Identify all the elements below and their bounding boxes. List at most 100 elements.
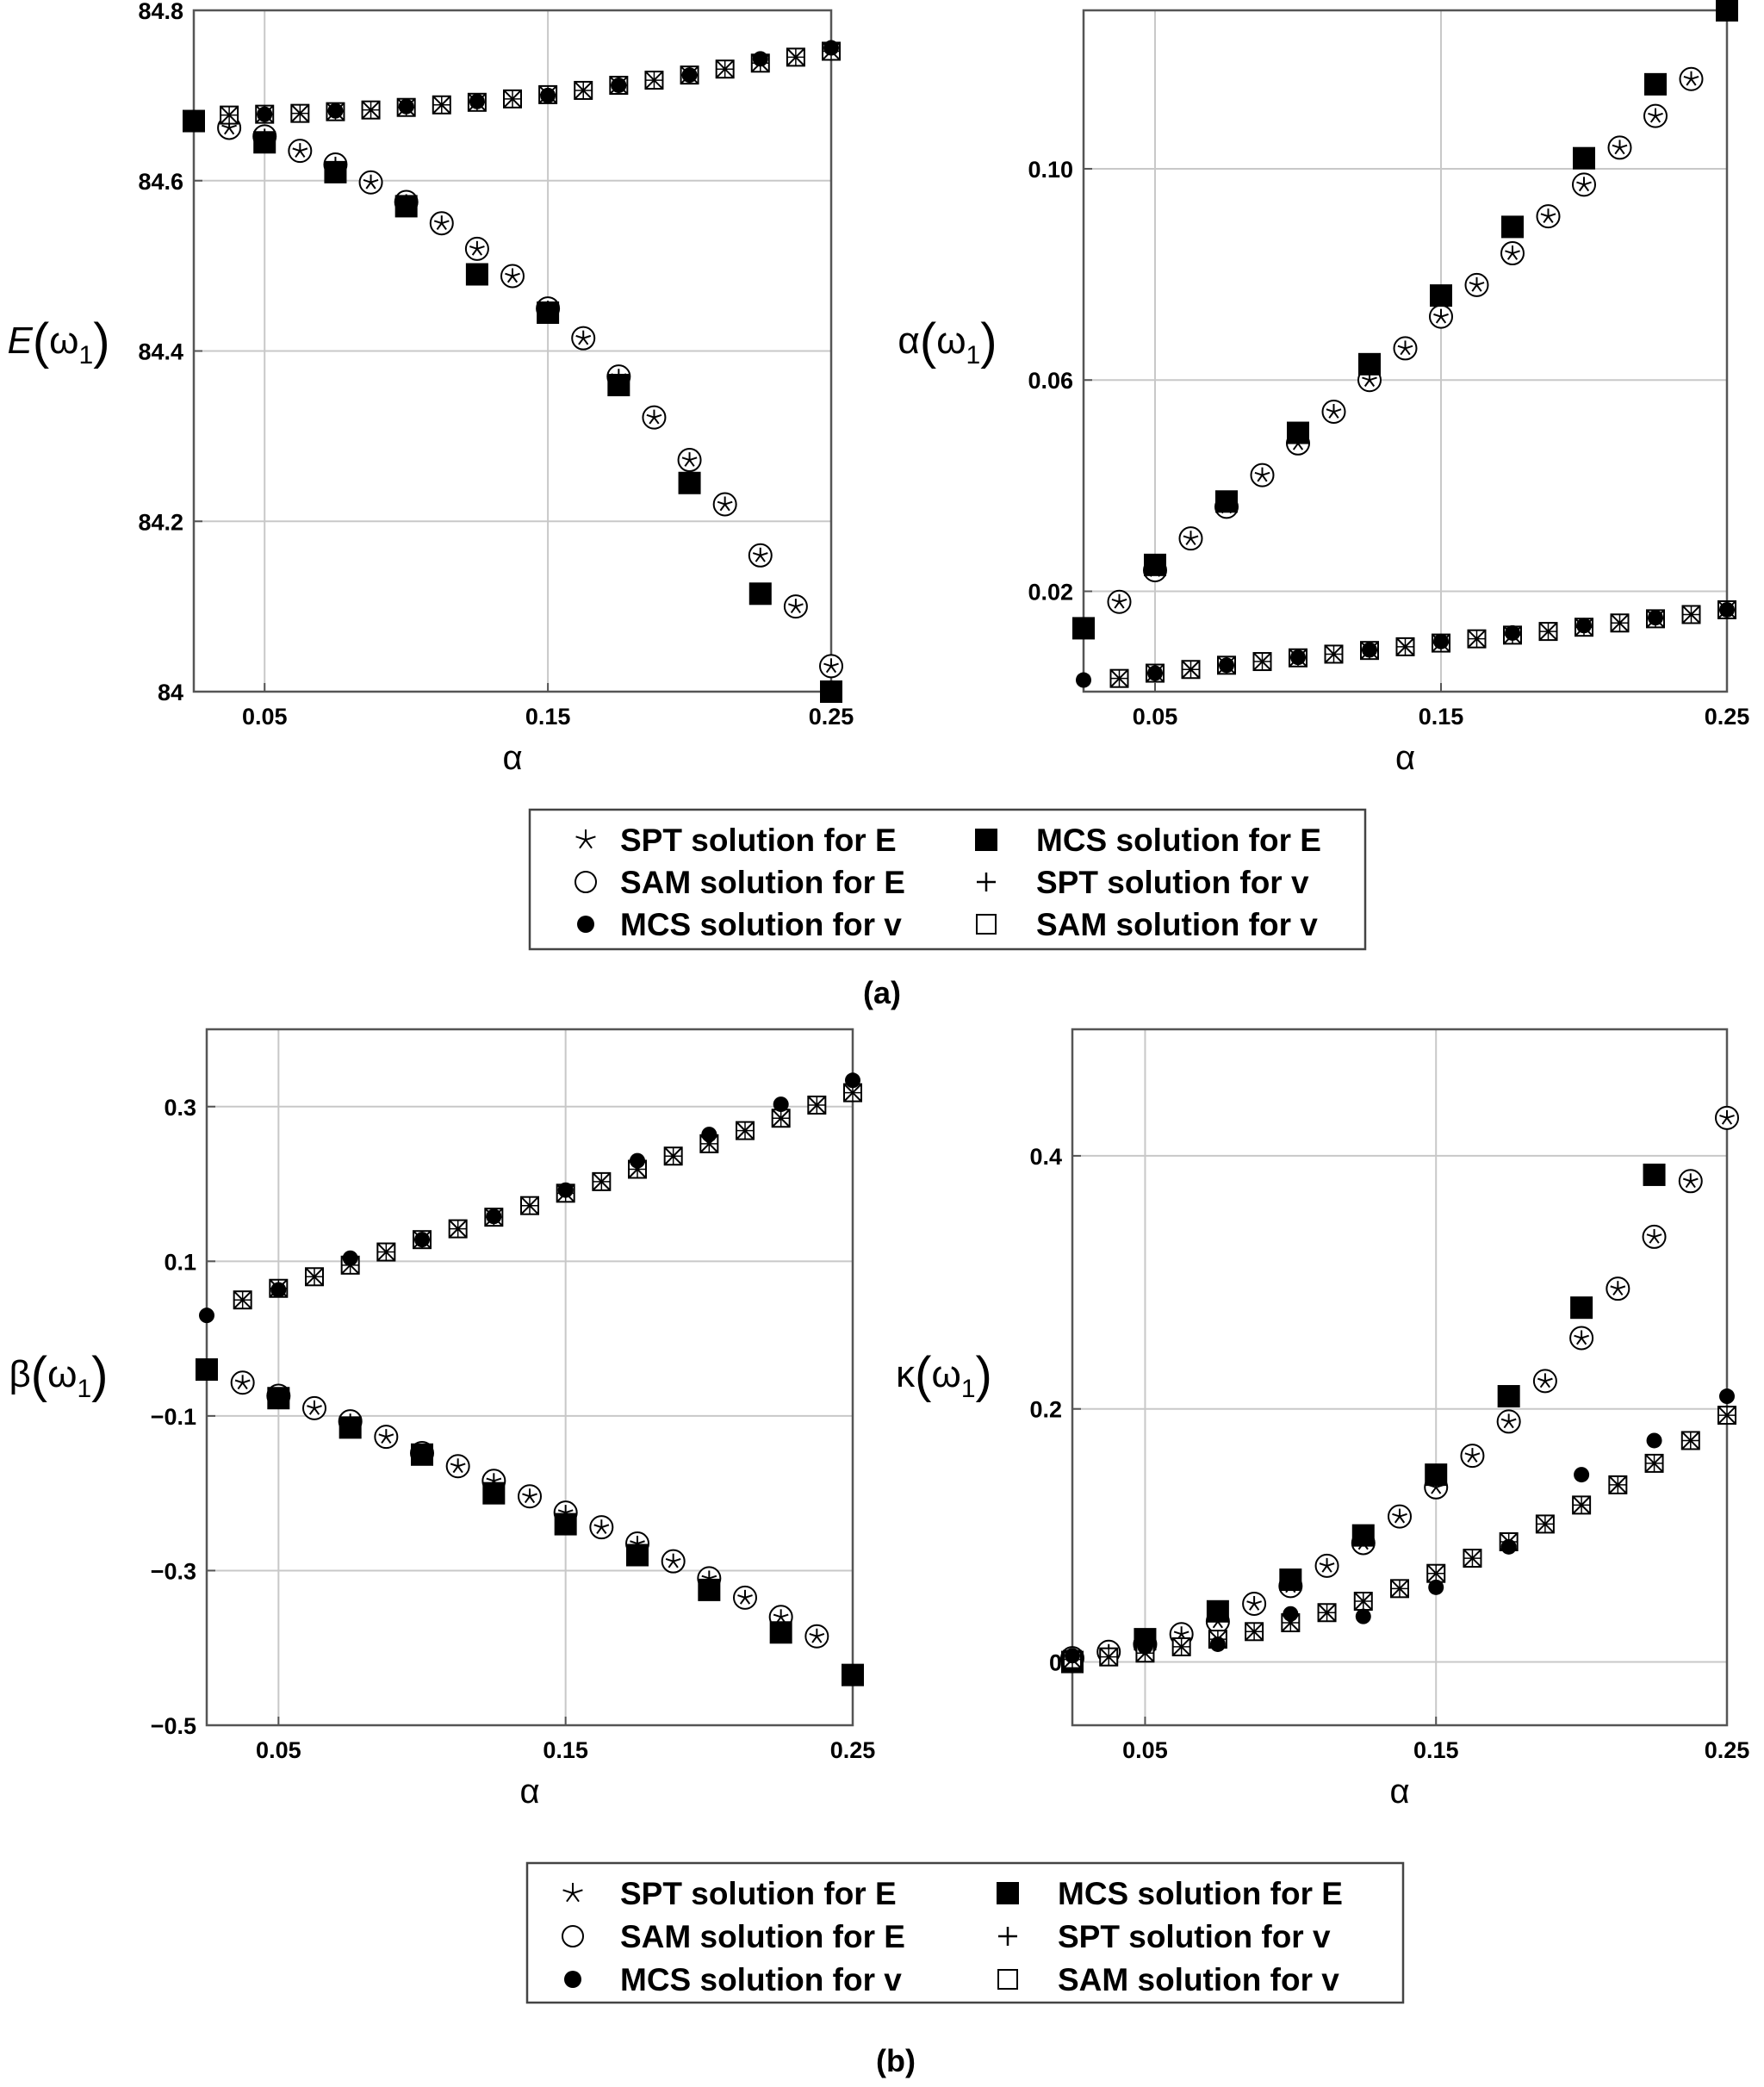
data-point [678,471,701,494]
data-point [358,170,383,195]
legend-entry-label: MCS solution for E [1036,823,1321,858]
y-tick-label: −0.3 [151,1558,196,1584]
data-point [1388,1504,1412,1529]
data-point [804,1624,829,1649]
data-point [520,1196,539,1215]
data-point [233,1290,252,1310]
data-point [540,87,556,103]
y-tick-label: 0.3 [164,1095,196,1121]
data-point [469,93,485,109]
x-tick-label: 0.25 [1705,704,1750,730]
data-point [1215,490,1238,513]
data-point [1642,1224,1667,1249]
data-point [1535,1514,1555,1534]
data-point [1717,1406,1736,1425]
data-point [342,1250,358,1266]
data-point [1648,610,1663,626]
data-point [1144,553,1166,576]
y-axis-label: α(ω1) [898,314,997,370]
data-point [1219,657,1234,674]
data-point [448,1219,468,1239]
data-point [1314,1553,1339,1578]
legend-box [525,1861,1405,2004]
legend-marker-open-circle [562,1925,584,1947]
series-star-circle [217,115,843,679]
plot-frame [1071,1028,1729,1727]
data-point [1501,215,1524,239]
data-point [1250,463,1275,488]
series-filled-square [183,109,842,703]
data-point [1607,135,1632,160]
data-point [783,594,808,619]
data-point [1433,633,1449,649]
data-point [1321,400,1346,425]
x-tick-label: 0.15 [525,704,571,730]
data-point [199,1307,214,1324]
data-point [1430,284,1452,307]
y-tick-label: 0.1 [164,1249,196,1275]
data-point [701,1127,717,1143]
data-point [1497,1385,1520,1408]
data-point [1317,1603,1337,1623]
legend-entry-label: SAM solution for E [620,865,905,900]
data-point [1576,618,1592,634]
data-point [1463,1549,1482,1568]
data-point [1679,66,1704,91]
data-point [1426,1563,1446,1583]
data-point [500,264,525,289]
data-point [1464,272,1489,297]
panel-label-a: (a) [863,975,901,1010]
y-tick-label: 0.10 [1028,157,1073,183]
legend-b: SPT solution for E MCS solution for E SAM … [525,1861,1405,2004]
data-point [230,1370,255,1395]
x-tick-label: 0.05 [242,704,288,730]
x-tick-label: 0.15 [1413,1737,1459,1763]
data-point [1287,421,1309,444]
data-point [394,195,418,218]
data-point [290,103,310,123]
data-point [1644,72,1667,96]
data-point [1390,1579,1409,1599]
data-point [571,326,596,351]
series-filled-square [1072,0,1738,640]
data-point [1606,1276,1630,1301]
y-tick-label: 84.8 [138,0,183,24]
data-point [1467,629,1487,649]
data-point [257,106,273,122]
data-point [1393,336,1418,361]
series-filled-circle [186,40,839,126]
data-point [1242,1591,1267,1616]
legend-a: SPT solution for E MCS solution for E SAM … [528,808,1367,951]
data-point [288,139,313,164]
data-point [1538,622,1558,642]
data-point [1290,649,1306,666]
legend-entry-label: SPT solution for v [1058,1919,1331,1954]
x-tick-label: 0.25 [809,704,854,730]
data-point [220,105,239,125]
data-point [1283,1606,1299,1622]
data-point [376,1242,396,1262]
data-point [432,95,451,115]
data-point [411,1443,433,1466]
data-point [842,1663,864,1686]
data-point [807,1095,827,1115]
data-point [1358,352,1381,376]
legend-entry-label: MCS solution for v [620,1962,902,1997]
legend-marker-open-circle [575,871,597,893]
legend-entry-label: SPT solution for E [620,823,897,858]
data-point [1532,1369,1557,1394]
data-point [1716,0,1738,22]
data-point [1574,1467,1590,1483]
data-point [1429,304,1453,329]
data-point [1680,1431,1700,1450]
data-point [630,1152,645,1169]
data-point [661,1549,686,1574]
y-tick-label: 84 [158,680,183,705]
data-point [1355,1608,1371,1624]
data-point [748,582,772,606]
data-point [1715,1105,1739,1130]
data-point [1395,637,1415,656]
data-point [1643,1163,1666,1186]
data-point [1536,204,1561,229]
data-point [486,1208,502,1225]
